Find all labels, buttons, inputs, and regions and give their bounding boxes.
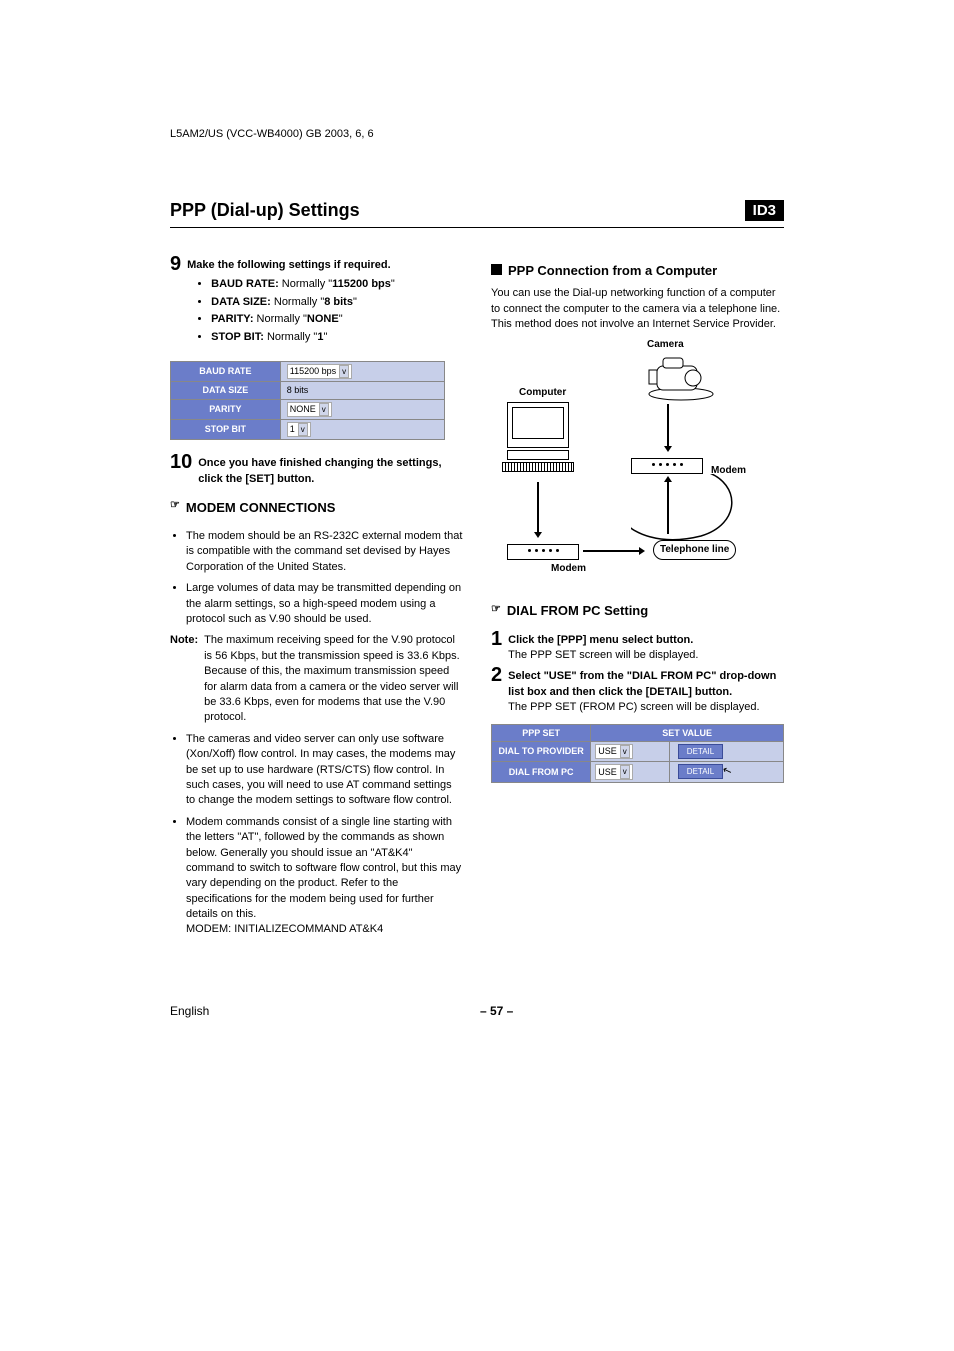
step-number: 1: [491, 629, 502, 649]
column-header: SET VALUE: [591, 724, 784, 742]
row-action: DETAIL: [669, 742, 783, 762]
step-lead: Click the [PPP] menu select button.: [508, 633, 784, 648]
section-heading: MODEM CONNECTIONS: [186, 499, 336, 517]
bullet-item: The cameras and video server can only us…: [186, 732, 463, 809]
setting-item: STOP BIT: Normally "1": [211, 330, 463, 345]
document-meta: L5AM2/US (VCC-WB4000) GB 2003, 6, 6: [170, 128, 784, 140]
pointer-icon: ☞: [491, 602, 501, 617]
row-label: DIAL TO PROVIDER: [492, 742, 591, 762]
step-9: 9 Make the following settings if require…: [170, 254, 463, 355]
diagram-label-camera: Camera: [647, 338, 684, 352]
square-icon: [491, 264, 502, 275]
column-header: PPP SET: [492, 724, 591, 742]
footer-page: – 57 –: [480, 1004, 513, 1018]
chevron-down-icon: v: [620, 745, 630, 758]
modem-icon: [507, 544, 579, 560]
bullet-item: Large volumes of data may be transmitted…: [186, 581, 463, 627]
setting-item: BAUD RATE: Normally "115200 bps": [211, 277, 463, 292]
right-column: PPP Connection from a Computer You can u…: [491, 252, 784, 944]
row-label: DIAL FROM PC: [492, 762, 591, 782]
detail-button[interactable]: DETAIL: [678, 764, 723, 779]
row-value: 1v: [280, 419, 445, 439]
table-row: STOP BIT 1v: [171, 419, 445, 439]
modem-command: MODEM: INITIALIZECOMMAND AT&K4: [186, 923, 383, 935]
table-row: DIAL FROM PC USEv DETAIL↖: [492, 762, 784, 782]
chevron-down-icon: v: [339, 365, 349, 378]
step-number: 10: [170, 452, 192, 472]
step-number: 2: [491, 665, 502, 685]
connection-diagram: Camera Computer Modem Modem: [491, 338, 771, 578]
setting-item: PARITY: Normally "NONE": [211, 312, 463, 327]
table-row: DIAL TO PROVIDER USEv DETAIL: [492, 742, 784, 762]
step-10: 10 Once you have finished changing the s…: [170, 452, 463, 487]
detail-button[interactable]: DETAIL: [678, 744, 723, 759]
table-row: BAUD RATE 115200 bpsv: [171, 361, 445, 381]
intro-text: You can use the Dial-up networking funct…: [491, 286, 784, 332]
step-lead: Select "USE" from the "DIAL FROM PC" dro…: [508, 669, 784, 700]
row-value: 115200 bpsv: [280, 361, 445, 381]
camera-icon: [641, 352, 721, 402]
step-body: The PPP SET (FROM PC) screen will be dis…: [508, 700, 784, 715]
bullet-item: The modem should be an RS-232C external …: [186, 529, 463, 575]
dropdown[interactable]: USEv: [595, 764, 633, 779]
step-body: The PPP SET screen will be displayed.: [508, 648, 784, 663]
row-value: USEv: [591, 742, 670, 762]
note-text: The maximum receiving speed for the V.90…: [204, 633, 463, 725]
dropdown[interactable]: USEv: [595, 744, 633, 759]
left-column: 9 Make the following settings if require…: [170, 252, 463, 944]
arrow-icon: [583, 550, 643, 552]
table-row: PARITY NONEv: [171, 399, 445, 419]
row-label: STOP BIT: [171, 419, 281, 439]
curved-arrow-icon: [631, 474, 751, 542]
dropdown[interactable]: 115200 bpsv: [287, 364, 352, 379]
chevron-down-icon: v: [298, 423, 308, 436]
row-label: BAUD RATE: [171, 361, 281, 381]
page-title: PPP (Dial-up) Settings: [170, 200, 360, 221]
chevron-down-icon: v: [620, 765, 630, 778]
telephone-line-node: Telephone line: [653, 540, 736, 560]
diagram-label-computer: Computer: [519, 386, 566, 400]
row-action: DETAIL↖: [669, 762, 783, 782]
step-1: 1 Click the [PPP] menu select button. Th…: [491, 629, 784, 664]
dropdown[interactable]: 1v: [287, 422, 311, 437]
setting-item: DATA SIZE: Normally "8 bits": [211, 295, 463, 310]
step-lead: Make the following settings if required.: [187, 259, 391, 271]
id-badge: ID3: [745, 200, 784, 221]
ppp-set-table: PPP SET SET VALUE DIAL TO PROVIDER USEv …: [491, 724, 784, 783]
row-label: PARITY: [171, 399, 281, 419]
dropdown[interactable]: NONEv: [287, 402, 332, 417]
row-value: 8 bits: [280, 382, 445, 400]
page-footer: English – 57 –: [170, 1004, 784, 1018]
title-row: PPP (Dial-up) Settings ID3: [170, 200, 784, 228]
section-heading: PPP Connection from a Computer: [508, 262, 717, 280]
note-block: Note: The maximum receiving speed for th…: [170, 633, 463, 725]
diagram-label-modem: Modem: [551, 562, 586, 576]
settings-table: BAUD RATE 115200 bpsv DATA SIZE 8 bits P…: [170, 361, 445, 440]
row-label: DATA SIZE: [171, 382, 281, 400]
chevron-down-icon: v: [319, 403, 329, 416]
section-heading: DIAL FROM PC Setting: [507, 602, 648, 620]
pointer-icon: ☞: [170, 498, 180, 513]
arrow-icon: [667, 404, 669, 450]
note-label: Note:: [170, 633, 198, 725]
computer-icon: [501, 402, 575, 472]
step-number: 9: [170, 254, 181, 274]
arrow-icon: [537, 482, 539, 536]
table-row: DATA SIZE 8 bits: [171, 382, 445, 400]
step-lead: Once you have finished changing the sett…: [198, 457, 441, 484]
footer-language: English: [170, 1004, 209, 1018]
row-value: USEv: [591, 762, 670, 782]
step-2: 2 Select "USE" from the "DIAL FROM PC" d…: [491, 665, 784, 715]
row-value: NONEv: [280, 399, 445, 419]
bullet-item: Modem commands consist of a single line …: [186, 815, 463, 938]
